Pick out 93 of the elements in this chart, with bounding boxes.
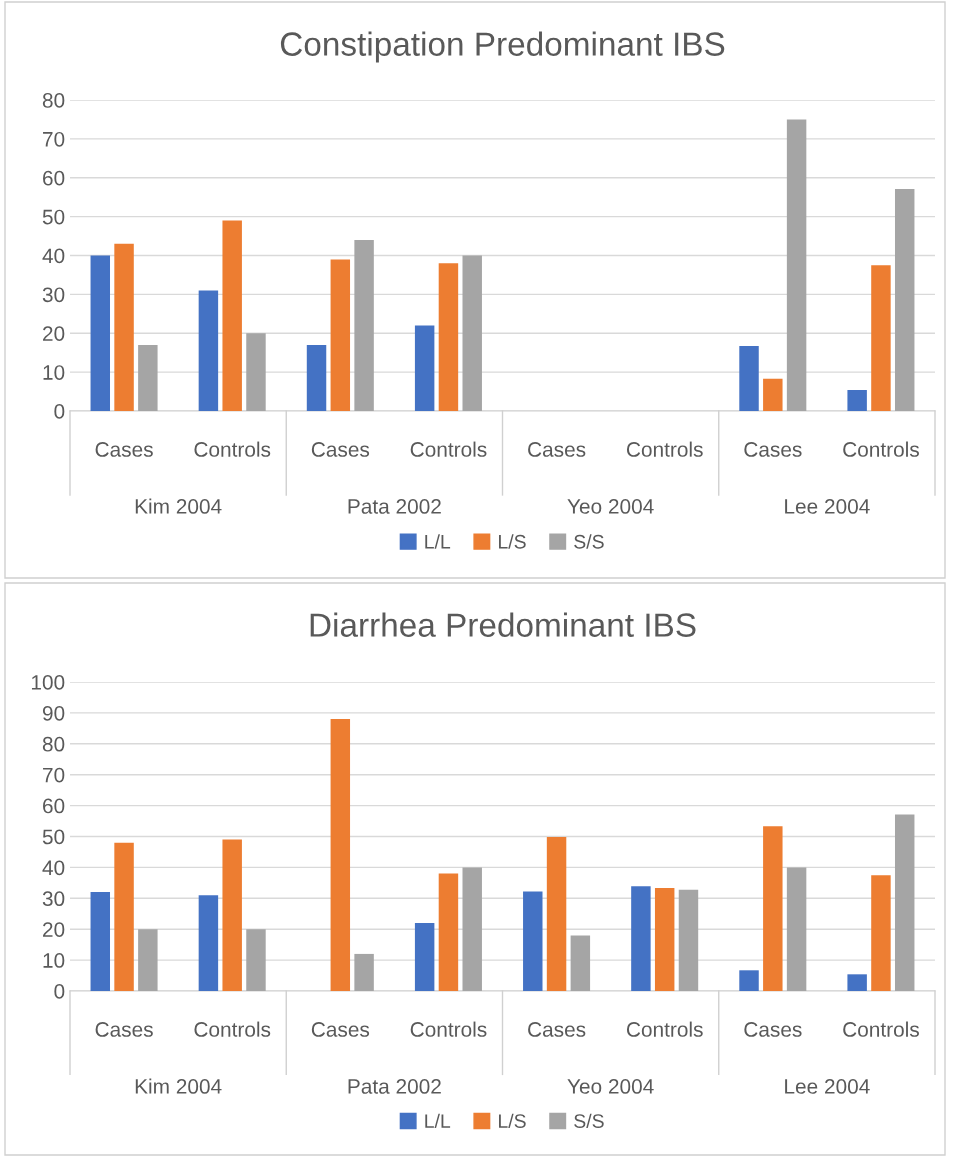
bar (631, 886, 651, 991)
bar (354, 953, 374, 991)
chart-title: Constipation Predominant IBS (280, 31, 725, 63)
legend-label: S/S (574, 1113, 604, 1128)
bar (523, 891, 543, 991)
bar (138, 929, 158, 991)
bar (198, 895, 219, 991)
y-tick-label: 80 (42, 736, 65, 752)
bar (462, 255, 482, 411)
y-tick-label: 20 (43, 326, 65, 341)
bar (739, 346, 759, 411)
x-tick-label: Controls (410, 1021, 487, 1037)
bar (330, 719, 351, 991)
bar (246, 929, 266, 991)
x-tick-label: Controls (194, 1021, 271, 1037)
bar (414, 325, 435, 411)
x-tick-label: Cases (95, 1022, 153, 1037)
bar (894, 814, 915, 991)
y-tick-label: 10 (43, 953, 65, 968)
bar (739, 970, 759, 991)
text: Yeo 2004 (567, 499, 654, 514)
y-tick-label: 30 (42, 287, 65, 303)
x-tick-label: Controls (843, 441, 919, 457)
y-tick-label: 30 (42, 891, 65, 907)
legend-label: L/S (499, 534, 526, 549)
text: Lee 2004 (785, 499, 870, 514)
y-tick-label: 10 (43, 365, 65, 380)
x-tick-label: Controls (626, 441, 703, 457)
text: Kim 2004 (135, 1078, 222, 1094)
bar (438, 263, 459, 411)
text: Lee 2004 (785, 1079, 870, 1094)
bar (763, 826, 783, 991)
legend-label: L/S (499, 1113, 526, 1128)
x-tick-label: Cases (311, 442, 370, 457)
y-tick-label: 60 (43, 798, 65, 814)
bar (114, 243, 134, 411)
bar (546, 837, 567, 991)
bar (786, 867, 807, 991)
bar (763, 378, 783, 411)
x-tick-label: Controls (843, 1021, 919, 1037)
x-tick-label: Cases (528, 442, 586, 457)
bar (90, 255, 111, 411)
bar (678, 889, 699, 991)
y-tick-label: 100 (31, 675, 65, 690)
bar (871, 265, 891, 411)
bar (222, 839, 242, 991)
bar (786, 119, 807, 411)
bar (414, 923, 435, 991)
x-tick-label: Controls (194, 441, 271, 457)
y-tick-label: 0 (54, 984, 65, 999)
legend-label: L/L (425, 534, 451, 549)
x-tick-label: Controls (626, 1021, 703, 1037)
y-tick-label: 20 (43, 922, 65, 937)
x-tick-label: Cases (528, 1022, 586, 1037)
bar (847, 974, 867, 991)
y-tick-label: 40 (42, 248, 65, 264)
bar (354, 239, 374, 411)
bar (306, 344, 327, 411)
bar (90, 892, 111, 991)
bar (330, 259, 351, 411)
bar (246, 333, 266, 411)
bar (847, 390, 867, 411)
y-tick-label: 60 (43, 170, 65, 186)
y-tick-label: 40 (42, 860, 65, 876)
text: Kim 2004 (135, 498, 222, 514)
bar (894, 189, 915, 411)
y-tick-label: 70 (43, 131, 65, 147)
legend-label: L/L (425, 1113, 451, 1128)
bar (138, 344, 158, 411)
bar (438, 873, 459, 991)
y-tick-label: 90 (42, 705, 65, 721)
x-tick-label: Cases (95, 442, 153, 457)
bar (462, 867, 482, 991)
x-tick-label: Cases (311, 1022, 370, 1037)
text: Yeo 2004 (567, 1079, 654, 1094)
y-tick-label: 50 (42, 209, 65, 225)
bar (222, 220, 242, 411)
x-tick-label: Cases (744, 1022, 802, 1037)
legend-label: S/S (574, 534, 604, 549)
bar (198, 290, 219, 411)
y-tick-label: 0 (54, 404, 65, 419)
text: Pata 2002 (348, 499, 441, 514)
chart-title: Diarrhea Predominant IBS (310, 612, 696, 637)
bar (114, 842, 134, 991)
x-tick-label: Cases (744, 442, 802, 457)
bar (871, 875, 891, 991)
y-tick-label: 50 (42, 829, 65, 845)
y-tick-label: 80 (42, 93, 65, 108)
x-tick-label: Controls (410, 441, 487, 457)
text: Pata 2002 (348, 1079, 441, 1094)
y-tick-label: 70 (43, 767, 65, 783)
bar (654, 888, 675, 991)
bar (570, 935, 591, 991)
